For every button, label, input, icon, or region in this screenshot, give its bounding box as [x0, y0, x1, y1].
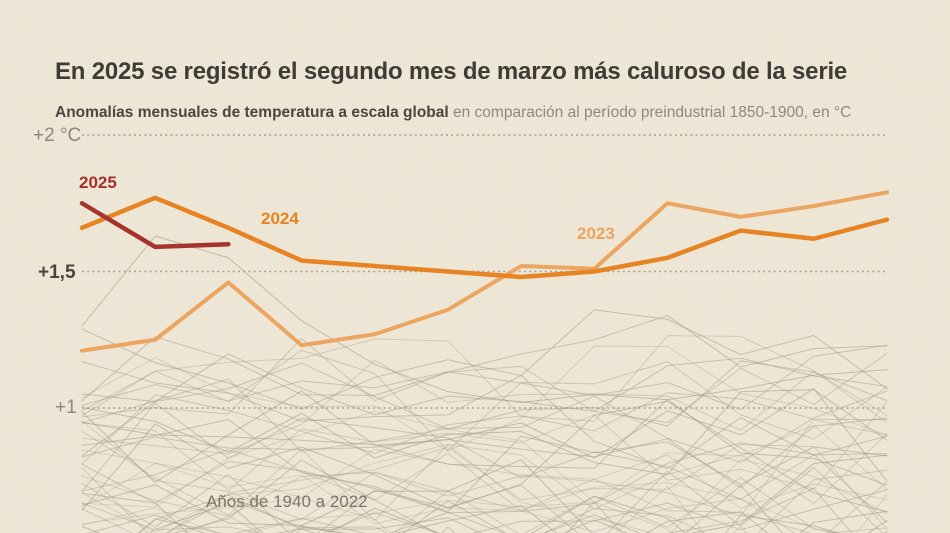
background-year-line — [81, 309, 888, 410]
background-year-line — [81, 449, 888, 533]
page-title: En 2025 se registró el segundo mes de ma… — [55, 58, 848, 86]
series-label-2024: 2024 — [261, 209, 299, 228]
series-label-2025: 2025 — [79, 173, 117, 192]
series-line-2025 — [79, 201, 231, 250]
background-year-line — [81, 344, 888, 411]
chart-subtitle: Anomalías mensuales de temperatura a esc… — [55, 104, 851, 122]
background-year-line — [81, 388, 888, 484]
series-label-2023: 2023 — [577, 224, 615, 243]
background-year-line — [81, 359, 888, 455]
background-year-line — [81, 389, 888, 476]
ytick-plus2: +2 °C — [33, 125, 82, 146]
ytick-plus1: +1 — [55, 397, 77, 418]
background-year-line — [81, 315, 888, 402]
ytick-plus1-5: +1,5 — [38, 262, 76, 283]
subtitle-bold-text: Anomalías mensuales de temperatura a esc… — [55, 103, 449, 121]
background-years-annotation: Años de 1940 a 2022 — [206, 492, 368, 511]
background-year-line — [81, 401, 888, 491]
background-year-line — [81, 475, 888, 533]
series-line-2024 — [79, 195, 890, 280]
subtitle-rest-text: en comparación al período preindustrial … — [448, 103, 852, 121]
